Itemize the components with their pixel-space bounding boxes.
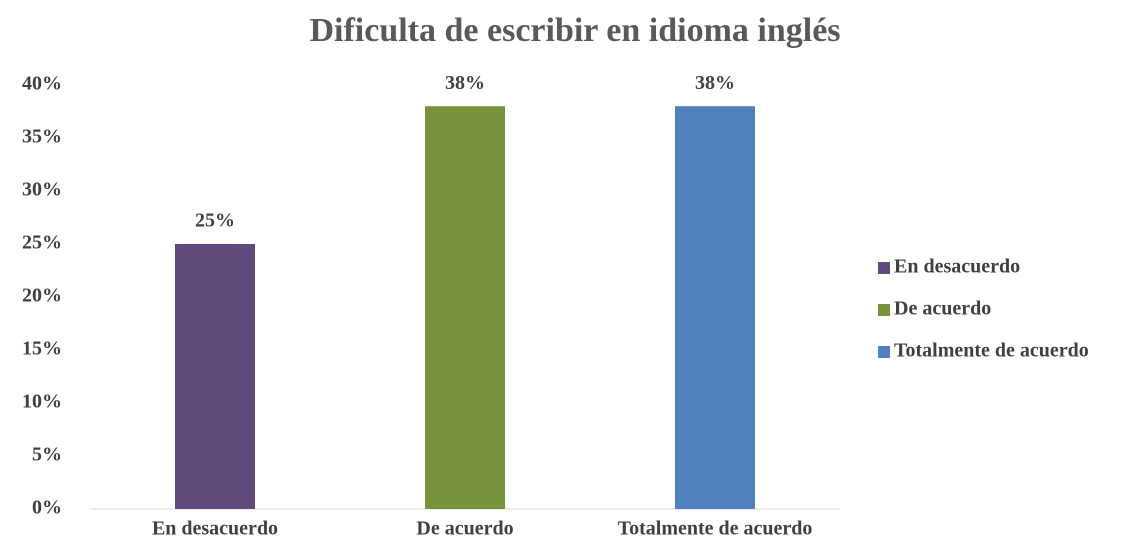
y-tick-label: 15% — [22, 338, 62, 360]
y-tick-label: 35% — [22, 126, 62, 148]
y-tick-label: 0% — [32, 497, 62, 519]
y-tick-label: 20% — [22, 285, 62, 307]
value-label: 25% — [195, 210, 235, 232]
y-tick-label: 40% — [22, 73, 62, 95]
value-label: 38% — [445, 72, 485, 94]
x-tick-label: De acuerdo — [416, 518, 513, 540]
legend-swatch — [878, 346, 890, 358]
y-tick-label: 25% — [22, 232, 62, 254]
legend-swatch — [878, 304, 890, 316]
x-tick-label: En desacuerdo — [152, 518, 278, 540]
legend-swatch — [878, 262, 890, 274]
bar — [425, 106, 505, 509]
y-tick-label: 5% — [32, 444, 62, 466]
legend-label: En desacuerdo — [894, 256, 1020, 278]
legend-label: Totalmente de acuerdo — [894, 340, 1089, 362]
legend-label: De acuerdo — [894, 298, 991, 320]
x-tick-label: Totalmente de acuerdo — [618, 518, 813, 540]
value-label: 38% — [695, 72, 735, 94]
bar — [175, 244, 255, 509]
chart-title: Dificulta de escribir en idioma inglés — [309, 12, 840, 49]
y-tick-label: 30% — [22, 179, 62, 201]
bar — [675, 106, 755, 509]
y-tick-label: 10% — [22, 391, 62, 413]
